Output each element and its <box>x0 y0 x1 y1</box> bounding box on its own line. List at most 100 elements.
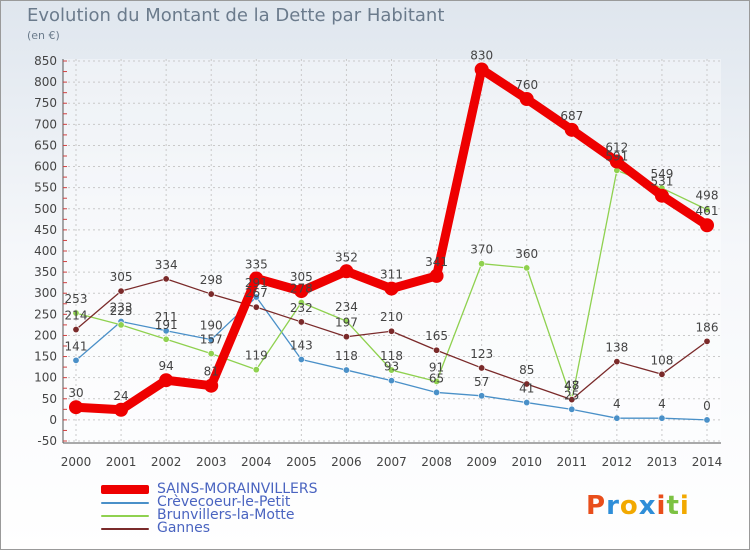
legend-item-crevecoeur: Crèvecoeur-le-Petit <box>101 495 317 509</box>
data-point-brunvillers-la-motte <box>72 309 80 317</box>
data-point-brunvillers-la-motte <box>252 366 260 374</box>
data-label-brunvillers-la-motte: 157 <box>200 333 223 347</box>
y-tick-label: 300 <box>34 286 57 300</box>
legend-item-brunvillers: Brunvillers-la-Motte <box>101 507 317 523</box>
data-point-sains-morainvillers <box>339 264 354 279</box>
legend-swatch-sains <box>101 485 149 494</box>
data-label-gannes: 197 <box>335 316 358 330</box>
data-point-sains-morainvillers <box>474 62 489 77</box>
data-label-brunvillers-la-motte: 234 <box>335 300 358 314</box>
data-point-brunvillers-la-motte <box>433 377 441 385</box>
data-point-sains-morainvillers <box>114 402 129 417</box>
data-point-cr-vecoeur-le-petit <box>433 388 441 396</box>
y-tick-label: 500 <box>34 202 57 216</box>
y-tick-label: 700 <box>34 117 57 131</box>
data-label-brunvillers-la-motte: 370 <box>470 243 493 257</box>
data-label-sains-morainvillers: 341 <box>425 255 448 269</box>
data-label-gannes: 108 <box>650 353 673 367</box>
data-label-gannes: 214 <box>65 309 88 323</box>
data-label-cr-vecoeur-le-petit: 141 <box>65 339 88 353</box>
data-label-cr-vecoeur-le-petit: 233 <box>110 301 133 315</box>
data-label-sains-morainvillers: 760 <box>515 78 538 92</box>
data-point-gannes <box>478 364 486 372</box>
data-label-cr-vecoeur-le-petit: 118 <box>335 349 358 363</box>
y-tick-label: 850 <box>34 54 57 68</box>
y-tick-label: 100 <box>34 371 57 385</box>
data-label-sains-morainvillers: 81 <box>204 365 219 379</box>
data-label-sains-morainvillers: 461 <box>696 204 719 218</box>
data-label-brunvillers-la-motte: 591 <box>605 149 628 163</box>
data-label-sains-morainvillers: 531 <box>650 175 673 189</box>
data-label-sains-morainvillers: 335 <box>245 257 268 271</box>
data-label-brunvillers-la-motte: 47 <box>564 379 579 393</box>
y-tick-label: 250 <box>34 307 57 321</box>
x-tick-label: 2014 <box>692 455 723 469</box>
legend-swatch-crevecoeur <box>101 501 149 504</box>
data-point-sains-morainvillers <box>564 122 579 137</box>
y-tick-label: 200 <box>34 328 57 342</box>
data-label-cr-vecoeur-le-petit: 4 <box>658 397 666 411</box>
data-point-gannes <box>297 318 305 326</box>
data-label-cr-vecoeur-le-petit: 41 <box>519 382 534 396</box>
data-label-cr-vecoeur-le-petit: 65 <box>429 371 444 385</box>
data-point-cr-vecoeur-le-petit <box>523 399 531 407</box>
y-tick-label: 600 <box>34 160 57 174</box>
data-point-gannes <box>207 290 215 298</box>
data-point-cr-vecoeur-le-petit <box>703 416 711 424</box>
data-point-gannes <box>433 346 441 354</box>
data-label-gannes: 334 <box>155 258 178 272</box>
data-point-brunvillers-la-motte <box>478 260 486 268</box>
data-label-gannes: 267 <box>245 286 268 300</box>
data-label-cr-vecoeur-le-petit: 57 <box>474 375 489 389</box>
data-point-brunvillers-la-motte <box>387 366 395 374</box>
data-label-sains-morainvillers: 305 <box>290 270 313 284</box>
data-label-brunvillers-la-motte: 119 <box>245 349 268 363</box>
data-label-gannes: 232 <box>290 301 313 315</box>
data-point-sains-morainvillers <box>294 284 309 299</box>
data-label-sains-morainvillers: 94 <box>159 359 174 373</box>
data-point-cr-vecoeur-le-petit <box>162 327 170 335</box>
x-tick-label: 2010 <box>511 455 542 469</box>
data-point-sains-morainvillers <box>429 268 444 283</box>
x-tick-label: 2011 <box>557 455 588 469</box>
legend-item-sains: SAINS-MORAINVILLERS <box>101 481 318 497</box>
data-point-gannes <box>72 326 80 334</box>
data-point-gannes <box>117 287 125 295</box>
data-point-sains-morainvillers <box>69 400 83 415</box>
legend-label-brunvillers: Brunvillers-la-Motte <box>157 507 295 523</box>
proxiti-logo: Proxiti <box>586 491 690 521</box>
data-label-gannes: 165 <box>425 329 448 343</box>
data-label-cr-vecoeur-le-petit: 143 <box>290 339 313 353</box>
y-tick-label: 650 <box>34 138 57 152</box>
data-label-brunvillers-la-motte: 118 <box>380 349 403 363</box>
data-label-gannes: 298 <box>200 273 223 287</box>
data-label-cr-vecoeur-le-petit: 190 <box>200 319 223 333</box>
data-label-cr-vecoeur-le-petit: 291 <box>245 276 268 290</box>
data-label-gannes: 123 <box>470 347 493 361</box>
data-label-brunvillers-la-motte: 225 <box>110 304 133 318</box>
x-tick-label: 2007 <box>376 455 407 469</box>
x-tick-label: 2005 <box>286 455 317 469</box>
data-point-gannes <box>252 303 260 311</box>
data-point-sains-morainvillers <box>519 92 534 106</box>
legend-label-sains: SAINS-MORAINVILLERS <box>157 481 318 497</box>
unit-label: (en €) <box>27 29 60 42</box>
data-label-sains-morainvillers: 24 <box>113 389 128 403</box>
data-point-gannes <box>658 370 666 378</box>
data-point-brunvillers-la-motte <box>297 299 305 307</box>
data-point-brunvillers-la-motte <box>523 264 531 272</box>
data-point-cr-vecoeur-le-petit <box>297 356 305 364</box>
y-tick-label: 800 <box>34 75 57 89</box>
data-point-cr-vecoeur-le-petit <box>207 336 215 344</box>
x-tick-label: 2012 <box>602 455 633 469</box>
data-point-sains-morainvillers <box>609 154 624 169</box>
data-label-sains-morainvillers: 352 <box>335 250 358 264</box>
data-label-cr-vecoeur-le-petit: 211 <box>155 310 178 324</box>
data-point-gannes <box>613 358 621 366</box>
data-point-gannes <box>387 327 395 335</box>
data-label-brunvillers-la-motte: 278 <box>290 282 313 296</box>
legend-swatch-gannes <box>101 527 149 530</box>
data-point-cr-vecoeur-le-petit <box>658 414 666 422</box>
data-label-gannes: 186 <box>696 320 719 334</box>
